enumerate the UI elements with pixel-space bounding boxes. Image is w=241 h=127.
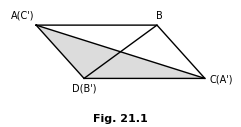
Text: C(A'): C(A') (209, 75, 233, 85)
Text: B: B (156, 11, 162, 21)
Polygon shape (36, 25, 205, 78)
Text: D(B'): D(B') (72, 84, 96, 94)
Text: A(C'): A(C') (11, 11, 34, 21)
Text: Fig. 21.1: Fig. 21.1 (93, 114, 148, 124)
